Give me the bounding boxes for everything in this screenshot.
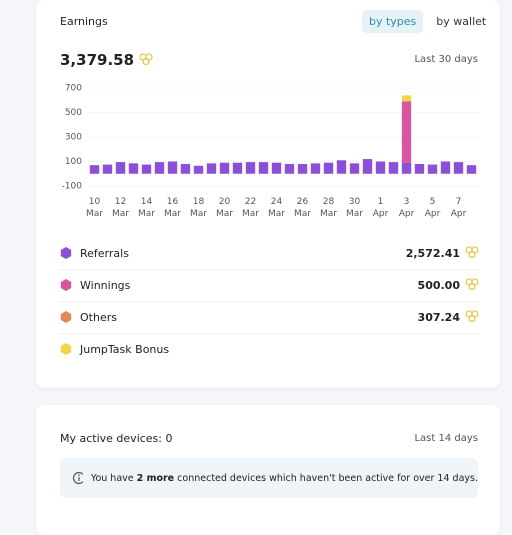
x-tick-label: 14 Mar (138, 197, 155, 219)
y-tick-label: 700 (65, 84, 82, 94)
legend-row: JumpTask Bonus (60, 333, 480, 365)
legend-swatch (60, 343, 72, 355)
bar-segment (297, 163, 308, 174)
coin-icon (464, 245, 480, 261)
coin-icon (138, 51, 154, 69)
bar-segment (271, 162, 282, 174)
card-title: Earnings (60, 15, 108, 28)
x-tick-label: 20 Mar (216, 197, 233, 219)
bar-segment (323, 162, 334, 174)
y-tick-label: 300 (65, 133, 82, 143)
legend-row: Others 307.24 (60, 301, 480, 334)
x-tick-label: 5 Apr (425, 197, 441, 219)
bar-segment (362, 159, 373, 174)
x-tick-label: 26 Mar (294, 197, 311, 219)
tabs: by types by wallet (362, 10, 493, 33)
legend-amount: 500.00 (417, 277, 480, 293)
x-tick-label: 24 Mar (268, 197, 285, 219)
x-tick-label: 22 Mar (242, 197, 259, 219)
period: Last 30 days (414, 54, 478, 65)
notice-text: You have (90, 472, 134, 484)
legend-total: 2,572.41 (405, 246, 460, 260)
tab[interactable]: by types (362, 10, 424, 33)
info-icon (72, 471, 83, 485)
legend-swatch (60, 311, 72, 323)
bar-segment (388, 162, 399, 174)
coin-svg (465, 309, 479, 322)
x-tick-label: 7 Apr (451, 197, 467, 219)
y-tick-label: 100 (65, 157, 82, 167)
page: Earnings by types by wallet 3,379.58 Last… (36, 0, 500, 535)
bar-segment (336, 160, 347, 174)
bar-segment (414, 163, 425, 174)
coin-svg (139, 53, 153, 66)
legend-name: Referrals (80, 246, 129, 260)
x-tick-label: 10 Mar (86, 197, 103, 219)
x-tick-label: 3 Apr (399, 197, 415, 219)
y-tick-label: -100 (62, 182, 83, 192)
bar-segment (284, 163, 295, 174)
bar-segment (128, 163, 139, 174)
legend-row: Winnings 500.00 (60, 269, 480, 302)
bar-segment (141, 164, 152, 174)
bar-segment (180, 163, 191, 174)
bar-segment (89, 165, 100, 174)
bar-segment (245, 162, 256, 174)
legend-total: 307.24 (417, 310, 460, 324)
bar-segment (115, 162, 126, 174)
bar-segment (440, 161, 451, 174)
bar-segment (154, 162, 165, 174)
chart: -100 100 300 500 700 10 Mar 12 Mar 14 Mar 16 Mar 18 Ma… (62, 84, 478, 219)
notice-text: connected devices which haven't been act… (177, 472, 478, 484)
legend-amount: 307.24 (417, 309, 480, 325)
x-tick-label: 28 Mar (320, 197, 337, 219)
coin-icon (464, 309, 480, 325)
legend-name: JumpTask Bonus (80, 342, 170, 356)
bar-segment (258, 162, 269, 174)
earnings-card: Earnings by types by wallet 3,379.58 Last… (36, 0, 500, 388)
bar-segment (349, 163, 360, 174)
notice: You have 2 more connected devices which … (60, 458, 478, 498)
x-tick-label: 1 Apr (373, 197, 389, 219)
bar-segment (219, 162, 230, 174)
bar-segment (401, 95, 412, 102)
legend-swatch (60, 247, 72, 259)
tab[interactable]: by wallet (436, 15, 487, 28)
legend-name: Others (80, 310, 117, 324)
bar-segment (453, 162, 464, 174)
bar-segment (466, 165, 477, 174)
bar-segment (401, 162, 412, 174)
devices-period: Last 14 days (414, 433, 478, 444)
x-tick-label: 12 Mar (112, 197, 129, 219)
legend-row: Referrals 2,572.41 (60, 237, 480, 270)
devices-title: My active devices: 0 (60, 432, 173, 445)
bar-segment (206, 163, 217, 174)
coin-svg (465, 277, 479, 290)
bar-segment (232, 162, 243, 174)
total: 3,379.58 (60, 51, 154, 69)
devices-card: My active devices: 0 Last 14 days You ha… (36, 405, 500, 535)
bar-segment (401, 101, 412, 163)
legend-total: 500.00 (417, 278, 460, 292)
total-amount: 3,379.58 (60, 51, 135, 69)
coin-icon (464, 277, 480, 293)
notice-bold: 2 more (136, 472, 175, 484)
bar-segment (427, 164, 438, 174)
x-tick-label: 18 Mar (190, 197, 207, 219)
x-tick-label: 16 Mar (164, 197, 181, 219)
legend-swatch (60, 279, 72, 291)
legend-name: Winnings (80, 278, 131, 292)
x-tick-label: 30 Mar (346, 197, 363, 219)
bar-segment (310, 163, 321, 174)
bar-segment (167, 161, 178, 174)
bar-segment (102, 164, 113, 174)
coin-svg (465, 245, 479, 258)
y-tick-label: 500 (65, 108, 82, 118)
bar-segment (375, 161, 386, 174)
legend-amount: 2,572.41 (405, 245, 480, 261)
bar-segment (193, 165, 204, 174)
